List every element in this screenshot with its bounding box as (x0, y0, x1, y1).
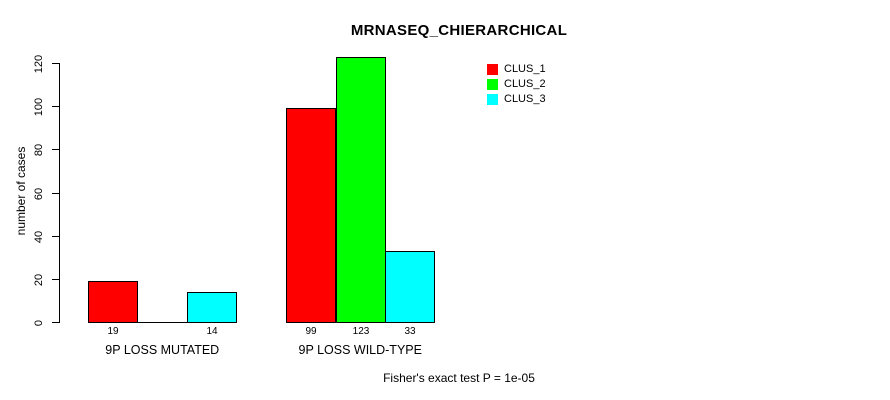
bar-value-label: 14 (206, 326, 218, 337)
y-tick-label: 120 (33, 54, 45, 74)
y-tick (52, 193, 59, 194)
bar-clus_1-group1 (88, 281, 138, 323)
y-tick (52, 63, 59, 64)
y-tick (52, 236, 59, 237)
bar-clus_2-group1 (138, 322, 188, 323)
bar-clus_3-group1 (187, 292, 237, 323)
group-label-1: 9P LOSS MUTATED (105, 343, 220, 357)
legend-label: CLUS_2 (504, 78, 546, 90)
legend-label: CLUS_1 (504, 63, 546, 75)
bar-clus_3-group2 (385, 251, 435, 323)
bar-value-label: 99 (305, 326, 317, 337)
legend-label: CLUS_3 (504, 93, 546, 105)
y-axis-label: number of cases (14, 146, 28, 236)
y-tick-label: 100 (33, 97, 45, 117)
legend-item-clus_1: CLUS_1 (487, 62, 546, 77)
legend-item-clus_2: CLUS_2 (487, 77, 546, 92)
y-tick-label: 40 (33, 230, 45, 244)
y-tick (52, 279, 59, 280)
y-axis (59, 63, 60, 323)
y-tick (52, 106, 59, 107)
bar-value-label: 19 (107, 326, 119, 337)
legend-swatch-icon (487, 64, 498, 75)
y-tick (52, 149, 59, 150)
bar-value-label: 33 (404, 326, 416, 337)
legend-swatch-icon (487, 94, 498, 105)
bar-value-label: 123 (352, 326, 370, 337)
legend-item-clus_3: CLUS_3 (487, 92, 546, 107)
y-tick-label: 20 (33, 273, 45, 287)
legend: CLUS_1 CLUS_2 CLUS_3 (487, 62, 546, 107)
y-tick-label: 0 (33, 319, 45, 327)
group-label-2: 9P LOSS WILD-TYPE (298, 343, 422, 357)
bar-clus_2-group2 (336, 57, 386, 323)
legend-swatch-icon (487, 79, 498, 90)
y-tick-label: 80 (33, 143, 45, 157)
y-tick-label: 60 (33, 187, 45, 201)
chart-title: MRNASEQ_CHIERARCHICAL (350, 22, 568, 39)
bar-clus_1-group2 (286, 108, 336, 323)
y-tick (52, 322, 59, 323)
annotation-text: Fisher's exact test P = 1e-05 (383, 371, 535, 385)
